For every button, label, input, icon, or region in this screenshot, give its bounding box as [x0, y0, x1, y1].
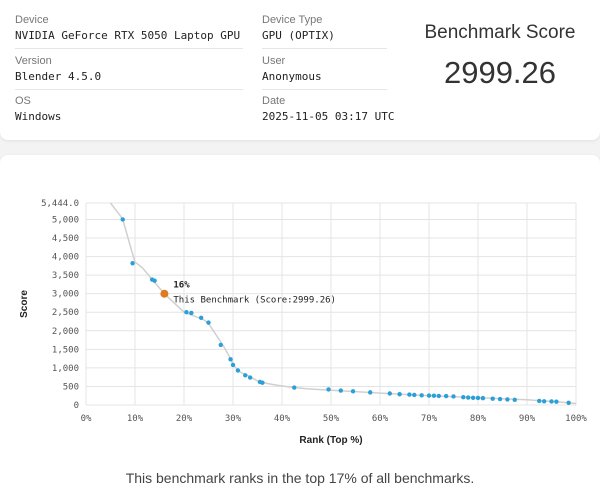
benchmark-point: [470, 395, 476, 400]
benchmark-point: [426, 393, 432, 398]
benchmark-point: [235, 368, 241, 373]
y-tick-label: 0: [74, 401, 79, 411]
y-axis-title: Score: [19, 290, 30, 318]
this-benchmark-point: [160, 289, 169, 298]
x-tick-label: 100%: [565, 414, 587, 424]
benchmark-point: [497, 396, 503, 402]
benchmark-point: [368, 390, 373, 395]
benchmark-point: [541, 399, 547, 404]
benchmark-point: [566, 400, 571, 405]
device-field: Device NVIDIA GeForce RTX 5050 Laptop GP…: [15, 14, 243, 43]
x-tick-label: 30%: [225, 414, 242, 424]
benchmark-point: [184, 310, 189, 315]
y-tick-label: 5,444.0: [41, 199, 79, 209]
divider: [262, 89, 387, 90]
user-field: User Anonymous: [262, 55, 490, 84]
benchmark-point: [228, 357, 233, 362]
benchmark-point: [436, 393, 441, 399]
benchmark-point: [338, 388, 343, 393]
x-tick-label: 40%: [274, 414, 291, 424]
device-label: Device: [15, 14, 49, 26]
benchmark-point: [451, 394, 456, 399]
benchmark-point: [260, 380, 265, 385]
rank-summary-text: This benchmark ranks in the top 17% of a…: [125, 470, 475, 486]
benchmark-point: [243, 373, 248, 378]
benchmark-point: [461, 395, 466, 400]
date-label: Date: [262, 95, 286, 107]
x-tick-label: 20%: [176, 414, 193, 424]
benchmark-info-card: Device NVIDIA GeForce RTX 5050 Laptop GP…: [0, 0, 600, 140]
user-value: Anonymous: [262, 70, 322, 83]
benchmark-point: [412, 392, 417, 398]
device-type-field: Device Type GPU (OPTIX): [262, 14, 490, 43]
benchmark-point: [198, 315, 204, 321]
os-field: OS Windows: [15, 95, 243, 124]
x-tick-label: 90%: [519, 414, 536, 424]
benchmark-point: [419, 393, 424, 398]
y-tick-label: 1,000: [52, 364, 79, 374]
device-value: NVIDIA GeForce RTX 5050 Laptop GPU: [15, 29, 241, 42]
score-title: Benchmark Score: [424, 22, 576, 43]
benchmark-point: [475, 395, 481, 401]
rank-chart-card: 0 500 1,000 1,500 2,000 2,500 3,000 3,500 4,000 4…: [0, 155, 600, 495]
benchmark-point: [549, 399, 554, 404]
benchmark-point: [407, 392, 412, 397]
y-tick-label: 5,000: [52, 215, 79, 225]
x-tick-label: 10%: [127, 414, 144, 424]
benchmark-point: [554, 399, 559, 404]
benchmark-point: [230, 362, 236, 368]
benchmark-point: [397, 392, 402, 397]
benchmark-point: [247, 375, 253, 380]
y-tick-label: 2,000: [52, 327, 79, 337]
benchmark-point: [218, 342, 223, 348]
divider: [15, 48, 243, 49]
y-tick-label: 500: [63, 382, 79, 392]
benchmark-point: [480, 395, 486, 401]
y-tick-label: 3,000: [52, 290, 79, 300]
benchmark-point: [206, 320, 211, 325]
rank-chart[interactable]: 0 500 1,000 1,500 2,000 2,500 3,000 3,500 4,000 4…: [0, 155, 600, 455]
divider: [262, 48, 387, 49]
y-tick-label: 4,000: [52, 253, 79, 263]
benchmark-point: [387, 391, 392, 396]
benchmark-point: [189, 310, 194, 316]
benchmark-point: [152, 278, 157, 283]
y-tick-label: 3,500: [52, 271, 79, 281]
version-label: Version: [15, 55, 52, 67]
benchmark-point: [537, 398, 542, 404]
x-tick-label: 80%: [470, 414, 487, 424]
x-tick-label: 0%: [81, 414, 92, 424]
os-value: Windows: [15, 110, 62, 123]
benchmark-point: [466, 395, 471, 400]
benchmark-point: [512, 397, 517, 403]
y-tick-label: 2,500: [52, 308, 79, 318]
benchmark-point: [120, 217, 125, 222]
user-label: User: [262, 55, 286, 67]
date-field: Date 2025-11-05 03:17 UTC: [262, 95, 490, 124]
y-tick-label: 4,500: [52, 234, 79, 244]
x-axis-title: Rank (Top %): [299, 435, 362, 446]
benchmark-point: [431, 393, 437, 398]
os-label: OS: [15, 95, 31, 107]
benchmark-point: [292, 385, 297, 390]
version-value: Blender 4.5.0: [15, 70, 102, 83]
device-type-label: Device Type: [262, 14, 323, 26]
device-type-value: GPU (OPTIX): [262, 29, 335, 42]
y-tick-label: 1,500: [52, 345, 79, 355]
benchmark-point: [443, 393, 449, 399]
x-tick-label: 50%: [323, 414, 340, 424]
version-field: Version Blender 4.5.0: [15, 55, 243, 84]
divider: [15, 89, 243, 90]
highlight-percent-label: 16%: [173, 281, 190, 291]
highlight-text-label: This Benchmark (Score:2999.26): [173, 296, 336, 306]
x-tick-label: 60%: [372, 414, 389, 424]
benchmark-point: [490, 396, 495, 401]
benchmark-point: [350, 389, 356, 394]
score-value: 2999.26: [443, 55, 557, 90]
benchmark-point: [130, 261, 135, 266]
x-tick-label: 70%: [421, 414, 438, 424]
date-value: 2025-11-05 03:17 UTC: [262, 110, 395, 123]
benchmark-point: [326, 387, 331, 392]
benchmark-point: [505, 397, 510, 402]
